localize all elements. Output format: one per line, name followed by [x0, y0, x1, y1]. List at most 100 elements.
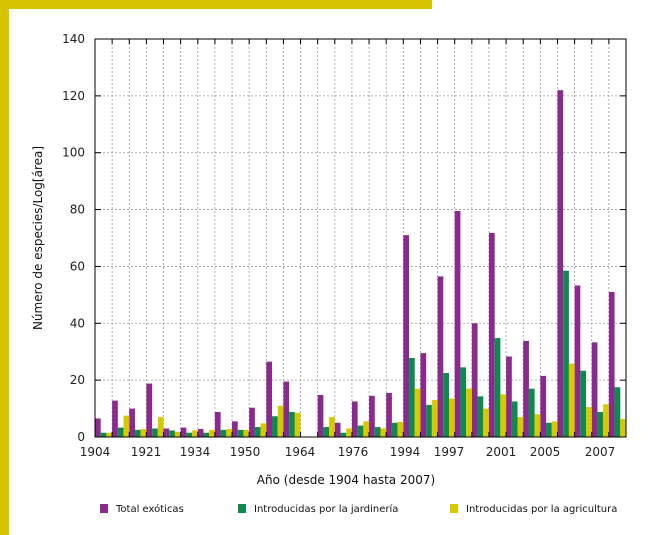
x-tick-label: 2005 — [530, 445, 561, 459]
y-tick-label: 100 — [62, 146, 85, 160]
bar-agricultura — [123, 415, 130, 437]
gridlines — [95, 39, 626, 437]
bar-total-exoticas — [574, 285, 581, 437]
bar-agricultura — [500, 394, 507, 437]
bar-agricultura — [294, 412, 301, 437]
bar-jardineria — [357, 425, 364, 437]
legend-item-jardineria: Introducidas por la jardinería — [238, 503, 398, 515]
y-tick-labels: 0 20 40 60 80 100 120 140 — [62, 32, 85, 444]
bar-jardineria — [134, 429, 141, 437]
bar-jardineria — [477, 396, 484, 437]
bar-agricultura — [397, 421, 404, 437]
bar-total-exoticas — [386, 392, 392, 437]
bar-agricultura — [174, 431, 181, 437]
x-tick-label: 2001 — [486, 445, 517, 459]
bar-total-exoticas — [112, 400, 118, 437]
bar-agricultura — [140, 429, 147, 437]
frame-top-band — [0, 0, 432, 9]
bar-agricultura — [380, 428, 387, 437]
x-tick-label: 1976 — [338, 445, 369, 459]
bar-agricultura — [431, 400, 438, 437]
bar-jardineria — [580, 370, 587, 437]
bar-total-exoticas — [146, 383, 153, 437]
bar-agricultura — [329, 417, 335, 437]
bars — [95, 90, 626, 438]
bar-agricultura — [277, 405, 284, 437]
bar-total-exoticas — [334, 422, 341, 437]
legend-label: Total exóticas — [115, 503, 184, 515]
legend-swatch — [100, 504, 108, 513]
bar-agricultura — [603, 404, 609, 437]
bar-total-exoticas — [283, 381, 290, 437]
frame-left-band — [0, 0, 9, 535]
bar-jardineria — [546, 422, 552, 437]
bar-agricultura — [414, 388, 421, 437]
bar-jardineria — [426, 404, 432, 437]
y-tick-label: 20 — [70, 373, 85, 387]
bar-agricultura — [157, 417, 164, 437]
bar-total-exoticas — [557, 90, 564, 438]
bar-jardineria — [391, 422, 398, 437]
bar-jardineria — [511, 401, 518, 437]
x-tick-label: 1921 — [131, 445, 162, 459]
legend-label: Introducidas por la jardinería — [254, 503, 398, 515]
bar-jardineria — [443, 373, 449, 437]
bar-jardineria — [374, 427, 381, 437]
bar-jardineria — [220, 429, 227, 437]
bar-agricultura — [192, 430, 198, 437]
x-tick-label: 1964 — [285, 445, 316, 459]
bar-total-exoticas — [351, 401, 358, 437]
bar-agricultura — [620, 419, 626, 437]
bar-jardineria — [117, 427, 124, 437]
bar-total-exoticas — [214, 411, 221, 437]
y-tick-label: 120 — [62, 89, 85, 103]
bar-jardineria — [340, 432, 347, 437]
bar-agricultura — [534, 414, 541, 437]
y-axis-title: Número de especies/Log[área] — [31, 146, 45, 330]
bar-jardineria — [186, 432, 193, 437]
x-tick-label: 1934 — [180, 445, 211, 459]
bar-agricultura — [226, 429, 233, 437]
bar-jardineria — [203, 432, 210, 437]
bar-jardineria — [237, 429, 244, 437]
bar-jardineria — [597, 411, 604, 437]
bar-agricultura — [568, 363, 575, 437]
bar-jardineria — [563, 270, 569, 437]
bar-total-exoticas — [180, 427, 187, 437]
bar-total-exoticas — [232, 421, 238, 437]
bar-jardineria — [409, 357, 415, 437]
y-tick-label: 140 — [62, 32, 85, 46]
x-tick-label: 2007 — [585, 445, 616, 459]
bar-jardineria — [100, 432, 107, 437]
x-tick-label: 1904 — [80, 445, 111, 459]
bar-total-exoticas — [471, 323, 478, 437]
bar-agricultura — [209, 429, 215, 437]
bar-jardineria — [460, 367, 467, 437]
bar-jardineria — [272, 416, 278, 437]
bar-total-exoticas — [95, 418, 101, 437]
y-tick-label: 60 — [70, 259, 85, 273]
bar-total-exoticas — [591, 342, 598, 437]
bar-total-exoticas — [403, 235, 410, 437]
bar-total-exoticas — [369, 395, 375, 437]
legend-swatch — [238, 504, 246, 513]
legend-label: Introducidas por la agricultura — [466, 504, 617, 515]
x-tick-labels: 1904 1921 1934 1950 1964 1976 1994 1997 2001 2005… — [80, 445, 616, 459]
bar-total-exoticas — [608, 292, 615, 437]
bar-agricultura — [466, 388, 472, 437]
bar-agricultura — [483, 408, 489, 437]
bar-agricultura — [363, 421, 370, 437]
bar-agricultura — [449, 398, 455, 437]
bar-total-exoticas — [266, 361, 272, 437]
y-tick-label: 40 — [70, 316, 85, 330]
x-axis-title: Año (desde 1904 hasta 2007) — [257, 473, 435, 487]
legend: Total exóticas Introducidas por la jardin… — [100, 503, 617, 515]
bar-total-exoticas — [523, 340, 529, 437]
bar-total-exoticas — [488, 232, 495, 437]
y-tick-label: 80 — [70, 203, 85, 217]
y-tick-label: 0 — [77, 430, 85, 444]
bar-total-exoticas — [540, 375, 547, 437]
bar-agricultura — [260, 423, 267, 437]
legend-swatch — [450, 504, 458, 513]
